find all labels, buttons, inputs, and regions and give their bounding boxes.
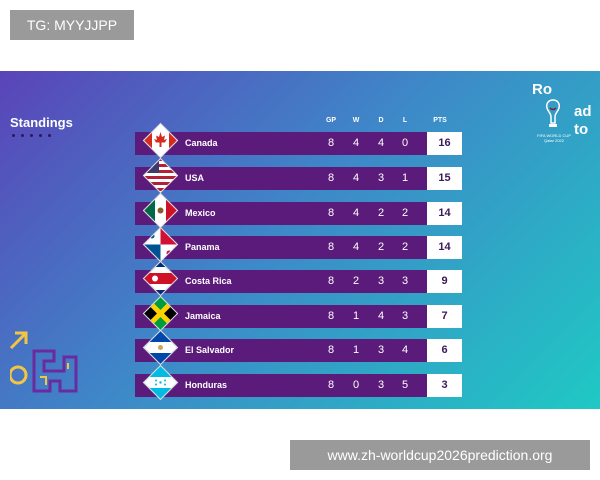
standings-row: Jamaica 8 1 4 3 7: [135, 295, 462, 332]
standings-row: Costa Rica 8 2 3 3 9: [135, 260, 462, 297]
road-to-qatar-logo: Ro ad to FIFA WORLD CUP Qatar 2022: [530, 81, 592, 151]
stat-l: 3: [401, 275, 409, 287]
decorative-dots: [12, 134, 51, 137]
stat-d: 3: [377, 344, 385, 356]
team-name: USA: [185, 173, 205, 183]
logo-text-to: to: [574, 121, 589, 138]
logo-text-ro: Ro: [532, 81, 552, 98]
standings-row: Mexico 8 4 2 2 14: [135, 192, 462, 229]
stat-w: 1: [352, 344, 360, 356]
standings-title: Standings: [10, 115, 73, 130]
stat-w: 4: [352, 207, 360, 219]
row-bar: [135, 132, 427, 155]
stat-l: 2: [401, 241, 409, 253]
stat-w: 4: [352, 241, 360, 253]
stat-l: 3: [401, 310, 409, 322]
stat-w: 4: [352, 172, 360, 184]
column-header-gp: GP: [325, 117, 337, 124]
logo-text-ad: ad: [574, 103, 592, 120]
watermark-bottom: www.zh-worldcup2026prediction.org: [290, 440, 590, 470]
row-bar: [135, 236, 427, 259]
decorative-pattern-icon: [10, 349, 78, 393]
stat-d: 3: [377, 379, 385, 391]
standings-row: Panama 8 4 2 2 14: [135, 226, 462, 263]
stat-d: 4: [377, 310, 385, 322]
team-name: Jamaica: [185, 311, 221, 321]
stat-l: 0: [401, 137, 409, 149]
stat-gp: 8: [327, 275, 335, 287]
stat-l: 2: [401, 207, 409, 219]
stat-d: 4: [377, 137, 385, 149]
standings-banner: Standings GP W D L PTS Canada 8 4 4 0 16: [0, 71, 600, 409]
team-name: El Salvador: [185, 345, 235, 355]
stat-gp: 8: [327, 172, 335, 184]
standings-row: El Salvador 8 1 3 4 6: [135, 329, 462, 366]
stat-pts: 14: [427, 236, 462, 259]
row-bar: [135, 167, 427, 190]
world-cup-emblem-icon: [546, 99, 560, 127]
column-header-l: L: [402, 117, 408, 124]
stat-l: 5: [401, 379, 409, 391]
stat-pts: 6: [427, 339, 462, 362]
row-bar: [135, 305, 427, 328]
stat-gp: 8: [327, 137, 335, 149]
stat-gp: 8: [327, 310, 335, 322]
team-name: Canada: [185, 138, 218, 148]
watermark-top: TG: MYYJJPP: [10, 10, 134, 40]
stat-pts: 9: [427, 270, 462, 293]
stat-pts: 3: [427, 374, 462, 397]
team-name: Mexico: [185, 208, 216, 218]
logo-subtitle: FIFA WORLD CUP Qatar 2022: [537, 133, 571, 143]
column-header-row: GP W D L PTS: [0, 117, 600, 127]
stat-gp: 8: [327, 241, 335, 253]
standings-row: Honduras 8 0 3 5 3: [135, 364, 462, 401]
stat-l: 4: [401, 344, 409, 356]
stat-pts: 16: [427, 132, 462, 155]
stat-gp: 8: [327, 344, 335, 356]
standings-row: USA 8 4 3 1 15: [135, 157, 462, 194]
stat-gp: 8: [327, 207, 335, 219]
standings-row: Canada 8 4 4 0 16: [135, 122, 462, 159]
row-bar: [135, 374, 427, 397]
stat-d: 2: [377, 207, 385, 219]
row-bar: [135, 339, 427, 362]
column-header-w: W: [352, 117, 360, 124]
stat-w: 2: [352, 275, 360, 287]
stat-l: 1: [401, 172, 409, 184]
stat-d: 2: [377, 241, 385, 253]
row-bar: [135, 270, 427, 293]
arrow-up-right-icon: [9, 331, 28, 350]
column-header-pts: PTS: [433, 117, 447, 124]
stat-pts: 7: [427, 305, 462, 328]
stat-w: 1: [352, 310, 360, 322]
stat-gp: 8: [327, 379, 335, 391]
row-bar: [135, 202, 427, 225]
stat-w: 4: [352, 137, 360, 149]
stat-pts: 14: [427, 202, 462, 225]
stat-pts: 15: [427, 167, 462, 190]
column-header-d: D: [378, 117, 384, 124]
team-name: Panama: [185, 242, 220, 252]
stat-d: 3: [377, 275, 385, 287]
team-name: Costa Rica: [185, 276, 232, 286]
stat-w: 0: [352, 379, 360, 391]
team-name: Honduras: [185, 380, 228, 390]
stat-d: 3: [377, 172, 385, 184]
